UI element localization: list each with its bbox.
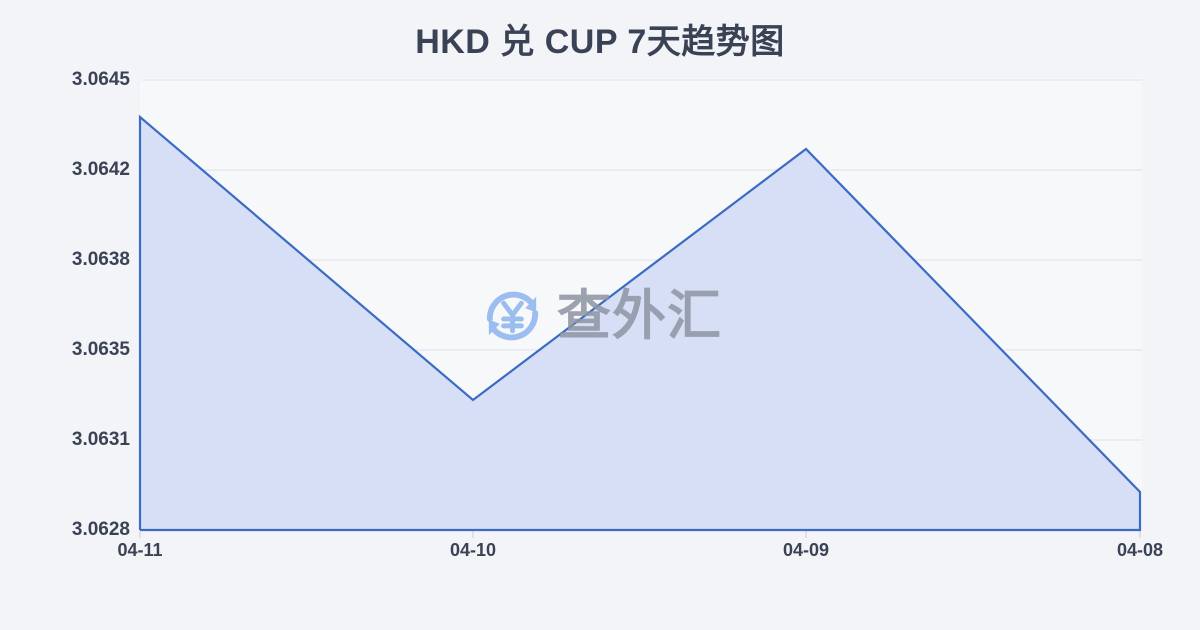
ytick-label: 3.0635 (71, 339, 130, 360)
xaxis-ticks (139, 531, 1141, 538)
chart-title: HKD 兑 CUP 7天趋势图 (415, 23, 785, 61)
ytick-label: 3.0628 (71, 519, 130, 540)
ytick-label: 3.0645 (71, 69, 130, 90)
xtick-label-2: 04-09 (782, 540, 830, 560)
xtick-label-0: 04-11 (117, 540, 163, 560)
ytick-label: 3.0642 (71, 159, 130, 180)
xtick-label-3: 04-08 (1116, 540, 1164, 560)
area-fill (140, 117, 1140, 530)
ytick-label: 3.0631 (71, 429, 130, 450)
series-line (138, 114, 1142, 532)
xtick-label-1: 04-10 (449, 540, 497, 560)
ytick-label: 3.0638 (71, 249, 130, 270)
